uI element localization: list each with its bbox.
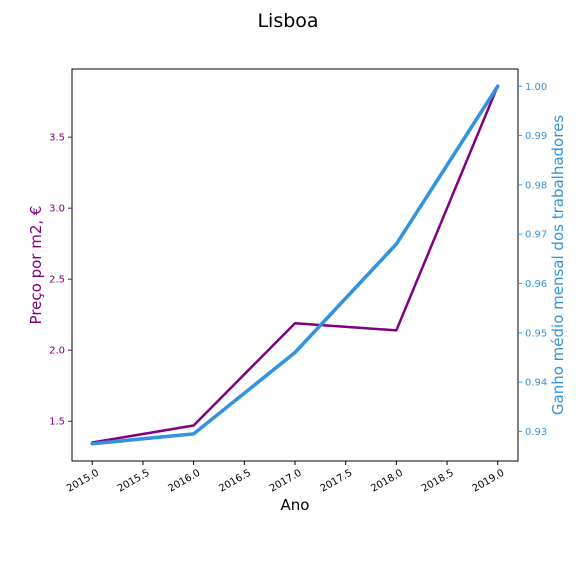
y-right-tick-label: 0.94 — [525, 378, 547, 389]
y-right-tick-label: 0.99 — [525, 131, 547, 142]
x-axis-label: Ano — [281, 496, 310, 514]
y-right-tick-label: 0.98 — [525, 180, 547, 191]
y-right-tick-label: 1.00 — [525, 82, 547, 93]
y-left-tick-label: 3.0 — [49, 204, 65, 215]
y-axis-right-label: Ganho médio mensal dos trabalhadores — [549, 115, 567, 415]
y-left-tick-label: 2.0 — [49, 346, 65, 357]
y-right-tick-label: 0.95 — [525, 328, 547, 339]
chart-title: Lisboa — [257, 10, 318, 32]
y-axis-left-label: Preço por m2, € — [27, 206, 45, 325]
y-left-tick-label: 3.5 — [49, 133, 65, 144]
y-left-tick-label: 1.5 — [49, 417, 65, 428]
y-right-tick-label: 0.97 — [525, 230, 547, 241]
y-right-tick-label: 0.96 — [525, 279, 547, 290]
y-right-tick-label: 0.93 — [525, 427, 547, 438]
y-left-tick-label: 2.5 — [49, 275, 65, 286]
